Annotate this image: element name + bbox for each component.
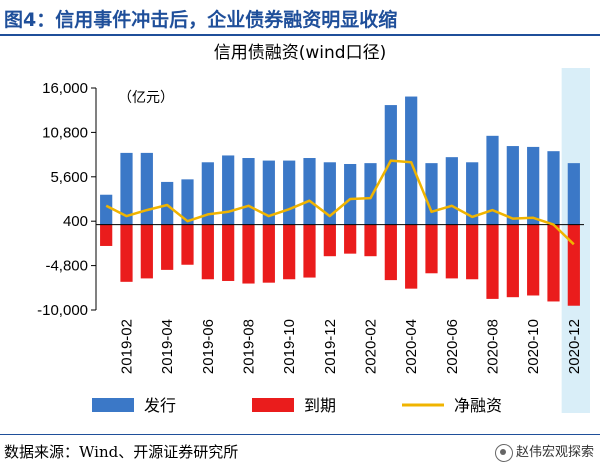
x-tick-label: 2020-04: [403, 319, 420, 374]
footer-divider: [0, 434, 600, 435]
chart-title: 信用债融资(wind口径): [214, 43, 386, 63]
y-tick-label: 400: [63, 213, 88, 230]
issuance-bar: [140, 152, 153, 225]
issuance-bar: [323, 162, 336, 225]
maturity-bar: [486, 224, 499, 299]
issuance-bar: [364, 163, 377, 225]
maturity-bar: [364, 224, 377, 257]
maturity-bar: [445, 224, 458, 279]
maturity-bar: [181, 224, 194, 265]
maturity-bar: [466, 224, 479, 280]
legend-issuance-label: 发行: [144, 396, 176, 415]
issuance-bar: [405, 96, 418, 225]
source-note: 数据来源：Wind、开源证券研究所: [4, 443, 239, 461]
y-tick-label: 10,800: [42, 124, 88, 141]
maturity-bar: [405, 224, 418, 289]
issuance-bar: [242, 158, 255, 225]
maturity-bar: [303, 224, 316, 278]
issuance-bar: [344, 163, 357, 225]
maturity-bar: [527, 224, 540, 296]
maturity-bar: [425, 224, 438, 274]
x-tick-label: 2019-08: [241, 319, 258, 374]
maturity-bar: [242, 224, 255, 284]
x-tick-label: 2019-04: [159, 319, 176, 374]
issuance-bar: [181, 179, 194, 225]
maturity-bar: [100, 224, 113, 246]
y-tick-label: 5,600: [50, 169, 88, 186]
x-tick-label: 2020-08: [485, 319, 502, 374]
x-tick-label: 2020-10: [525, 319, 542, 374]
x-tick-label: 2019-06: [200, 319, 217, 374]
maturity-bar: [140, 224, 153, 279]
issuance-bar: [120, 152, 133, 225]
maturity-bar: [384, 224, 397, 281]
issuance-bar: [425, 163, 438, 225]
maturity-bar: [120, 224, 133, 282]
y-tick-label: 16,000: [42, 80, 88, 97]
maturity-bar: [262, 224, 275, 283]
issuance-bar: [222, 155, 235, 225]
issuance-bar: [161, 181, 174, 225]
maturity-bar: [567, 224, 580, 306]
watermark-text: 赵伟宏观探索: [515, 445, 594, 460]
issuance-bar: [201, 162, 214, 225]
issuance-bar: [100, 194, 113, 225]
maturity-bar: [323, 224, 336, 257]
legend-net-financing-label: 净融资: [454, 396, 502, 415]
issuance-bar: [262, 160, 275, 225]
x-tick-label: 2020-02: [363, 319, 380, 374]
legend-issuance-swatch: [92, 398, 134, 412]
x-tick-label: 2019-02: [119, 319, 136, 374]
issuance-bar: [445, 157, 458, 225]
unit-label: （亿元）: [118, 90, 174, 106]
watermark: 赵伟宏观探索: [494, 441, 594, 462]
maturity-bar: [201, 224, 214, 280]
maturity-bar: [222, 224, 235, 281]
issuance-bar: [303, 158, 316, 225]
net-financing-line: [105, 159, 575, 246]
x-tick-label: 2019-12: [322, 319, 339, 374]
issuance-bar: [466, 162, 479, 225]
legend-maturity-swatch: [252, 398, 294, 412]
wechat-icon: [494, 443, 513, 462]
issuance-bar: [506, 146, 519, 225]
credit-bond-chart: 信用债融资(wind口径) （亿元） 16,000 10,800 5,600 400 -4,…: [37, 43, 590, 415]
figure-title: 图4：信用事件冲击后，企业债券融资明显收缩: [4, 9, 398, 31]
maturity-bar: [161, 224, 174, 270]
x-tick-label: 2020-12: [566, 319, 583, 374]
maturity-bar: [344, 224, 357, 254]
legend-maturity-label: 到期: [304, 396, 336, 415]
figure-header: 图4：信用事件冲击后，企业债券融资明显收缩: [0, 0, 600, 34]
header-divider: [0, 34, 600, 36]
maturity-bar: [283, 224, 296, 280]
issuance-bar: [527, 146, 540, 225]
x-tick-label: 2020-06: [444, 319, 461, 374]
x-tick-label: 2019-10: [281, 319, 298, 374]
issuance-bar: [486, 135, 499, 225]
issuance-bar: [547, 151, 560, 225]
y-tick-label: -10,000: [37, 302, 88, 319]
y-tick-label: -4,800: [45, 258, 88, 275]
maturity-bar: [547, 224, 560, 302]
issuance-bar: [283, 160, 296, 225]
issuance-bar: [567, 163, 580, 225]
issuance-bar: [384, 105, 397, 225]
maturity-bar: [506, 224, 519, 298]
